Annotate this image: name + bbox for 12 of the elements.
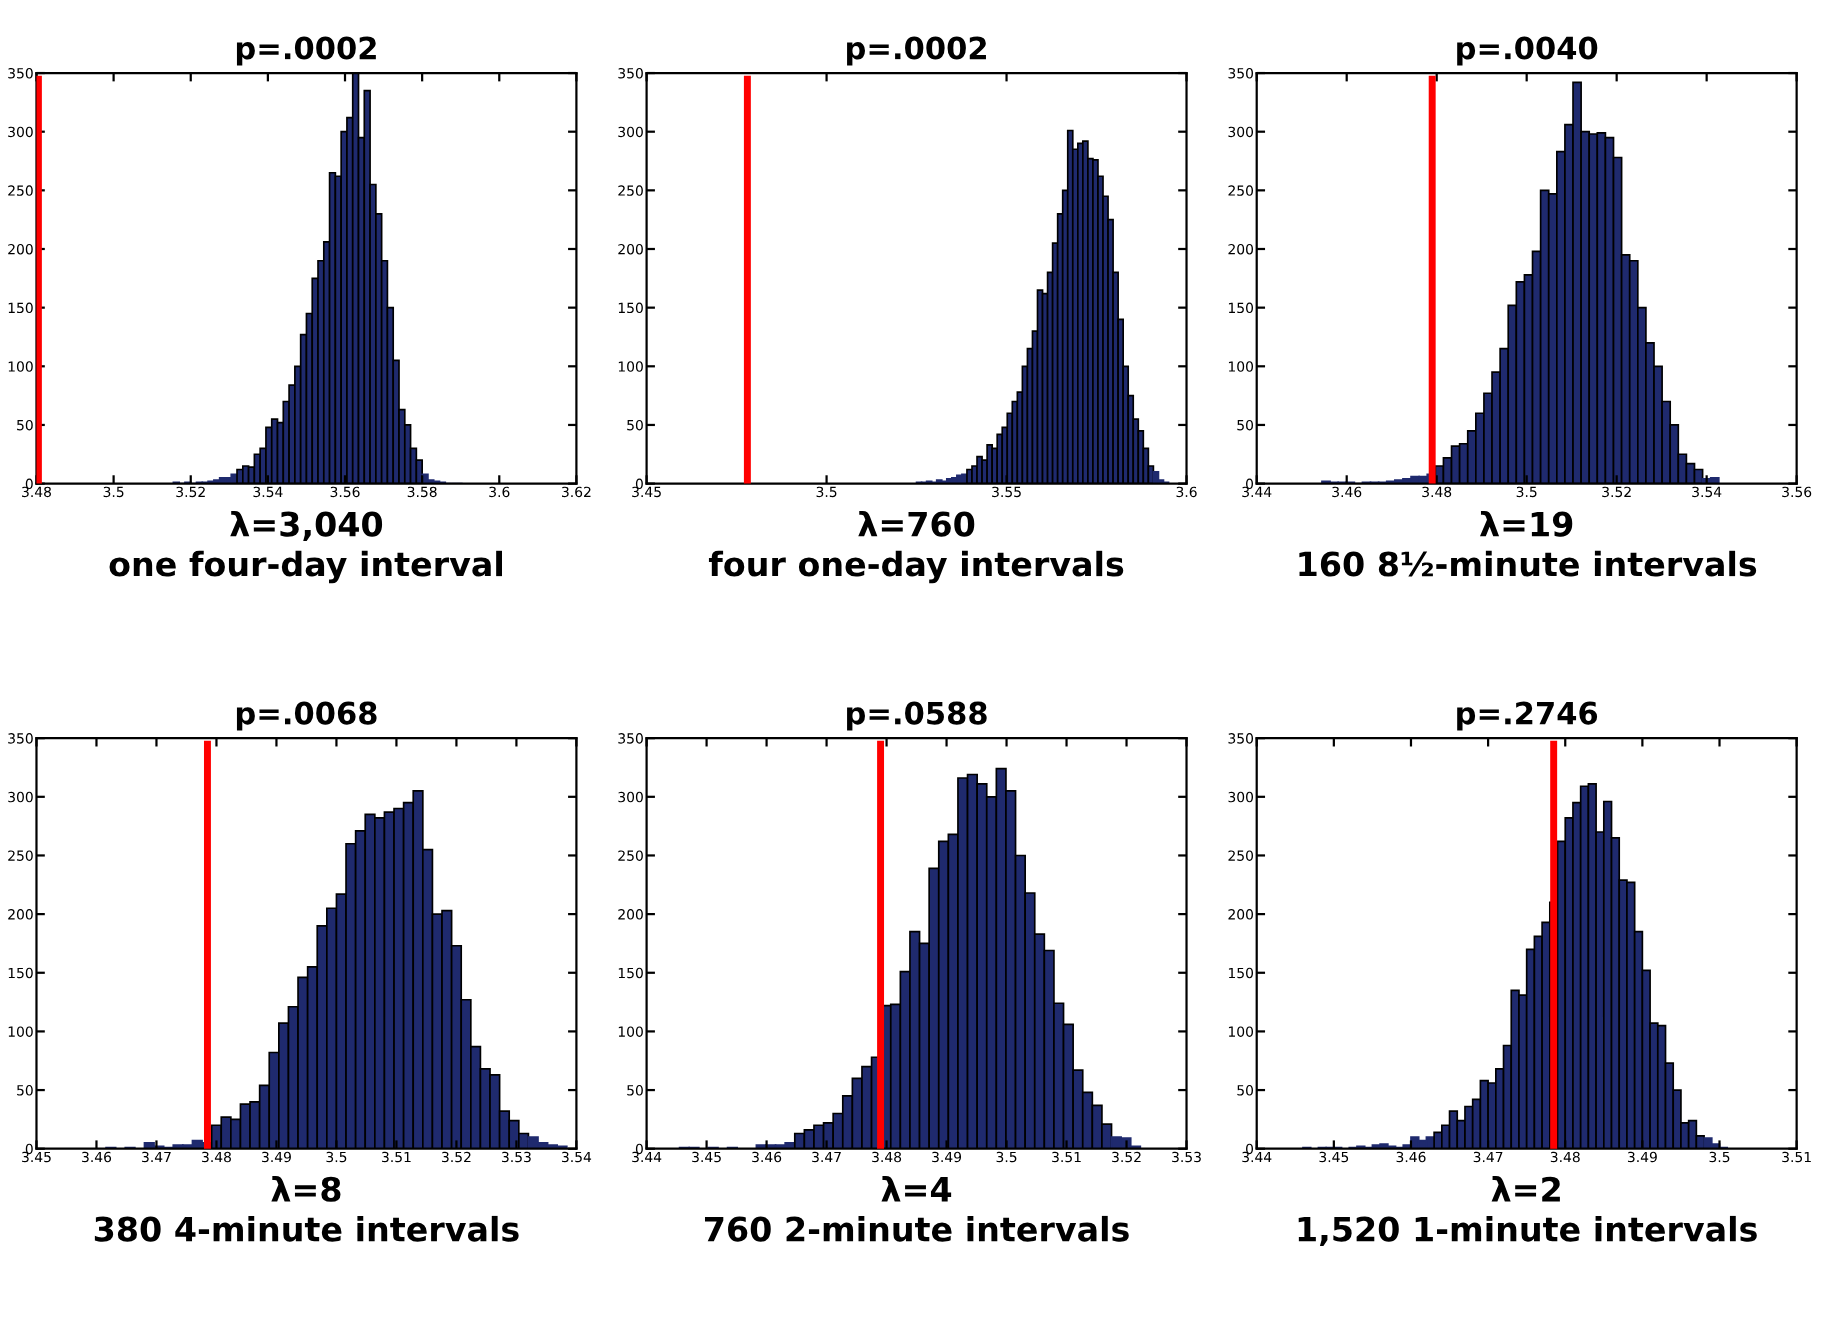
x-axis-title: λ=19 160 8½-minute intervals <box>1299 510 1757 577</box>
chart-title: p=.0588 <box>847 701 987 731</box>
x-axis-title: λ=3,040 one four-day interval <box>109 510 502 584</box>
chart-title: p=.0040 <box>1457 36 1598 66</box>
x-axis-title: λ=2 1,520 1-minute intervals <box>1298 1176 1757 1246</box>
chart-title: p=.0068 <box>236 701 377 731</box>
x-axis-title: λ=4 760 2-minute intervals <box>704 1176 1129 1242</box>
x-axis-title: λ=760 four one-day intervals <box>708 510 1124 584</box>
chart-title: p=.0002 <box>236 36 376 66</box>
x-axis-title: λ=8 380 4-minute intervals <box>94 1176 519 1242</box>
chart-title: p=.0002 <box>847 36 986 66</box>
chart-title: p=.2746 <box>1457 701 1598 731</box>
